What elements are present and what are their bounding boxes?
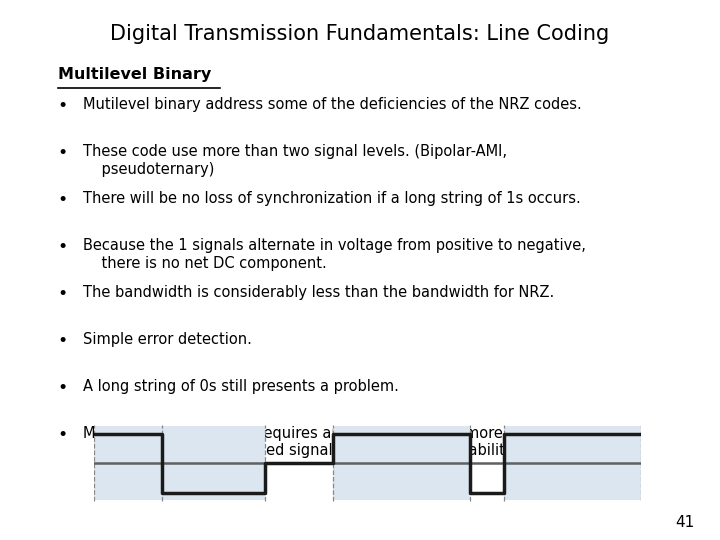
Bar [333,426,469,500]
Text: 41: 41 [675,515,695,530]
Text: Because the 1 signals alternate in voltage from positive to negative,
    there : Because the 1 signals alternate in volta… [83,238,585,271]
Text: Simple error detection.: Simple error detection. [83,332,252,347]
Text: •: • [58,97,68,115]
Text: •: • [58,191,68,209]
Text: Multilevel Binary: Multilevel Binary [58,68,211,83]
Text: These code use more than two signal levels. (Bipolar-AMI,
    pseudoternary): These code use more than two signal leve… [83,144,507,177]
Text: •: • [58,379,68,397]
Text: A long string of 0s still presents a problem.: A long string of 0s still presents a pro… [83,379,399,394]
Text: There will be no loss of synchronization if a long string of 1s occurs.: There will be no loss of synchronization… [83,191,580,206]
Bar [94,426,162,500]
Bar [504,426,641,500]
Text: Mutilevel binary address some of the deficiencies of the NRZ codes.: Mutilevel binary address some of the def… [83,97,582,112]
Text: Multilevel binary signal requires approximately 3dB more signal
    power than a: Multilevel binary signal requires approx… [83,426,599,458]
Text: •: • [58,144,68,162]
Text: The bandwidth is considerably less than the bandwidth for NRZ.: The bandwidth is considerably less than … [83,285,554,300]
Text: •: • [58,426,68,444]
Text: •: • [58,285,68,303]
Text: Digital Transmission Fundamentals: Line Coding: Digital Transmission Fundamentals: Line … [110,24,610,44]
Bar [162,426,265,500]
Text: •: • [58,238,68,256]
Text: •: • [58,332,68,350]
